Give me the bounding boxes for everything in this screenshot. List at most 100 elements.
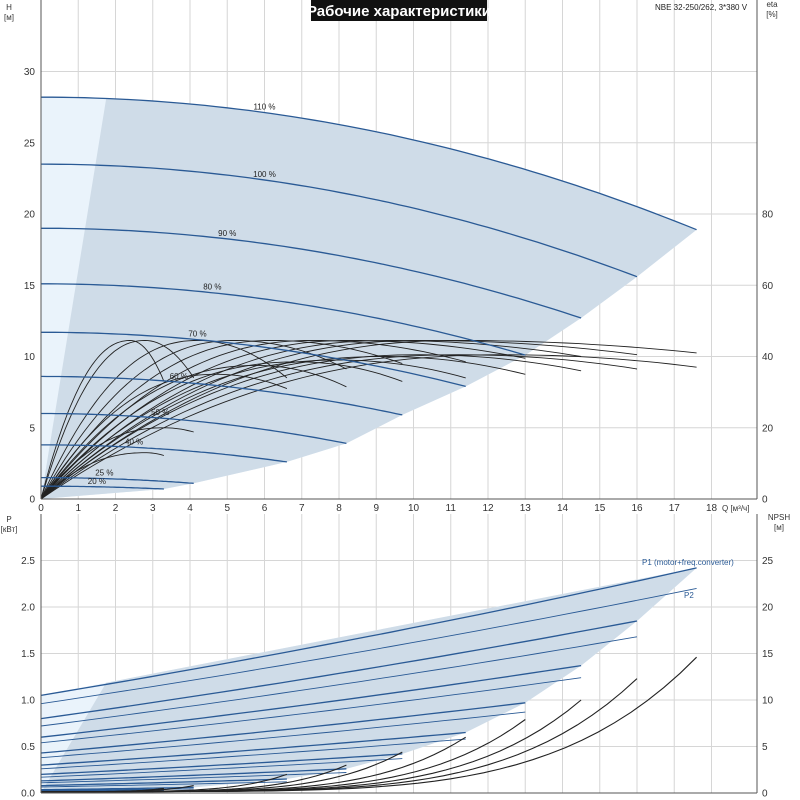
eta-curve (40, 340, 403, 500)
p-tick-label: 0.5 (21, 742, 35, 753)
p1-curve (40, 567, 697, 697)
npsh-tick-label: 25 (762, 556, 774, 567)
x-tick-label: 3 (150, 503, 156, 514)
eta-curve (40, 340, 165, 500)
x-tick-label: 11 (446, 503, 457, 514)
power-curves: P1 (motor+freq.converter) P2 (40, 558, 734, 792)
operating-region (41, 98, 697, 499)
x-tick-label: 8 (336, 503, 342, 514)
x-tick-label: 13 (520, 503, 532, 514)
speed-curve (41, 227, 582, 319)
npsh-tick-label: 10 (762, 696, 774, 707)
p2-curve (40, 677, 582, 744)
p-tick-label: 2.0 (21, 603, 35, 614)
eta-curve (40, 340, 638, 500)
eta-curve (40, 340, 697, 500)
speed-curve-label: 60 % (170, 372, 188, 381)
eta-curve (40, 361, 403, 500)
power-npsh-chart: P1 (motor+freq.converter) P2 0.0 0.5 1.0 1.5 2… (1, 513, 791, 800)
speed-curve (40, 163, 638, 278)
y-tick-label: 15 (24, 281, 36, 292)
speed-curve (41, 485, 164, 490)
p1-curve (40, 778, 287, 787)
p-axis-unit: [кВт] (1, 525, 18, 534)
eta-tick-label: 0 (762, 495, 768, 506)
eta-curve (40, 452, 165, 500)
y-axis-title: H (6, 3, 12, 12)
p1-curve (40, 753, 403, 776)
speed-curve-label: 25 % (95, 469, 113, 478)
p-tick-label: 0.0 (21, 789, 35, 800)
y-tick-label: 0 (29, 495, 35, 506)
npsh-tick-label: 20 (762, 603, 774, 614)
efficiency-curves (40, 340, 697, 500)
speed-curve (40, 375, 403, 416)
x-tick-label: 4 (187, 503, 193, 514)
p2-curve (40, 636, 638, 727)
eta-curve (40, 356, 526, 500)
speed-curve-label: 100 % (253, 170, 276, 179)
x-axis-title: Q [м³/ч] (722, 504, 749, 513)
y-tick-label: 25 (24, 138, 36, 149)
y-tick-label: 5 (29, 423, 35, 434)
npsh-axis-unit: [м] (774, 523, 784, 532)
eta-curve (40, 354, 582, 500)
x-tick-label: 10 (408, 503, 420, 514)
eta-curve (40, 359, 466, 500)
y-axis-unit: [м] (4, 13, 14, 22)
x-tick-label: 5 (224, 503, 230, 514)
eta-curve (40, 340, 195, 500)
p2-curve (40, 772, 347, 784)
eta-axis-unit: [%] (766, 10, 778, 19)
x-tick-label: 14 (557, 503, 569, 514)
eta-tick-label: 40 (762, 352, 774, 363)
speed-curve-label: 70 % (188, 330, 206, 339)
speed-curve (41, 96, 697, 231)
speed-curve (41, 283, 526, 356)
p2-curve (40, 587, 697, 705)
eta-curve (40, 364, 347, 500)
pump-model-label: NBE 32-250/262, 3*380 V (655, 3, 748, 12)
p1-curve (40, 664, 582, 738)
x-tick-label: 7 (299, 503, 305, 514)
y-tick-label: 30 (24, 67, 36, 78)
speed-curve-label: 40 % (125, 437, 143, 446)
p1-curve (41, 786, 194, 791)
eta-curve (40, 340, 347, 500)
p1-curve (40, 702, 526, 754)
speed-curve (41, 476, 194, 484)
x-tick-label: 18 (706, 503, 718, 514)
bottom-axes: 0.0 0.5 1.0 1.5 2.0 2.5 0 5 10 15 20 25 P[кВт] NPSH[м… (1, 513, 791, 800)
p-tick-label: 1.0 (21, 696, 35, 707)
speed-curve-label: 80 % (203, 283, 221, 292)
p1-curve (40, 731, 466, 766)
npsh-axis-title: NPSH (768, 513, 790, 522)
p1-curve (40, 768, 347, 782)
x-tick-label: 16 (631, 503, 643, 514)
speed-curve (41, 412, 347, 445)
x-tick-label: 15 (594, 503, 606, 514)
x-tick-label: 17 (669, 503, 681, 514)
speed-curve-label: 90 % (218, 229, 236, 238)
npsh-tick-label: 5 (762, 742, 768, 753)
x-tick-label: 9 (373, 503, 379, 514)
p2-curve (40, 738, 466, 770)
eta-axis-title: eta (766, 0, 778, 9)
speed-curve (41, 331, 466, 388)
p1-curve (40, 620, 638, 720)
p-tick-label: 2.5 (21, 556, 35, 567)
y-tick-label: 10 (24, 352, 36, 363)
p-axis-title: P (6, 515, 11, 524)
eta-tick-label: 60 (762, 281, 774, 292)
p2-curve (40, 711, 526, 759)
npsh-tick-label: 0 (762, 789, 768, 800)
x-tick-label: 0 (38, 503, 44, 514)
speed-curve-label: 110 % (253, 103, 275, 112)
eta-tick-label: 20 (762, 423, 774, 434)
npsh-curve (41, 787, 164, 793)
p2-curve (40, 781, 287, 788)
eta-curve (40, 354, 638, 500)
x-tick-label: 2 (113, 503, 119, 514)
